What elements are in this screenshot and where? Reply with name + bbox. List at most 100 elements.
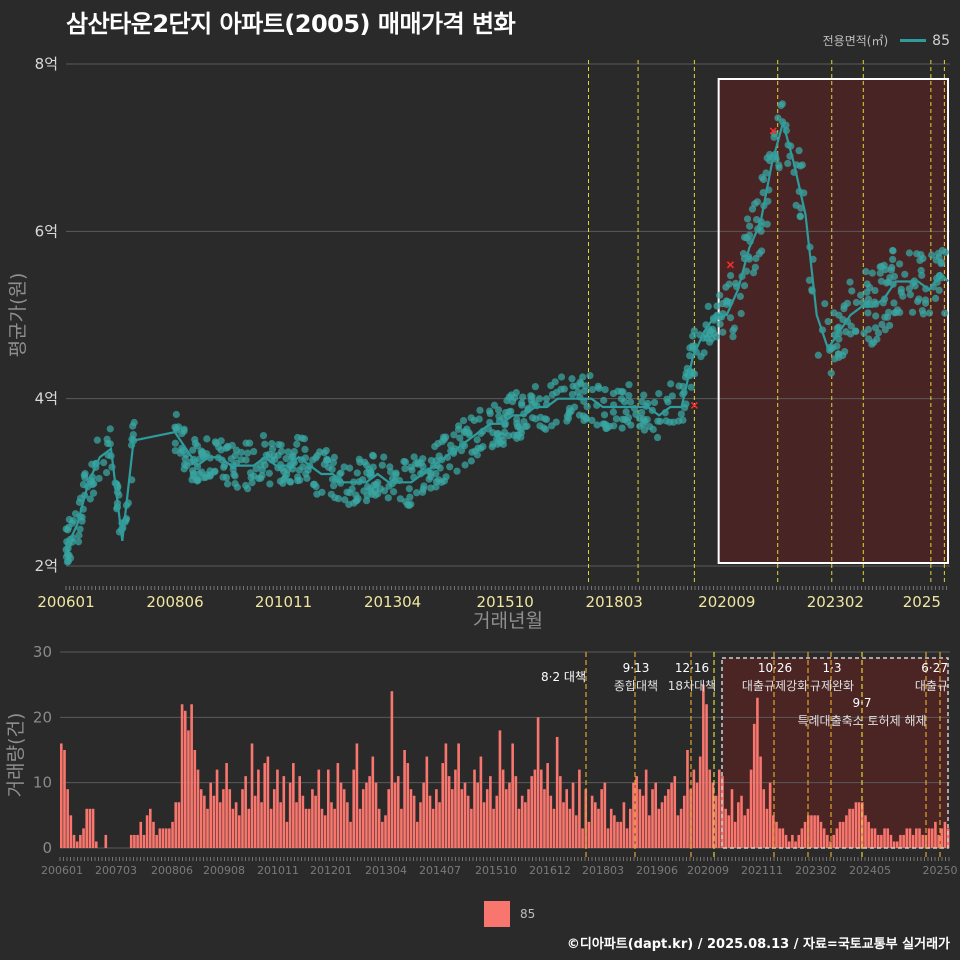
volume-bar — [438, 802, 441, 848]
price-point — [609, 408, 617, 416]
price-point — [517, 429, 526, 437]
volume-bar — [892, 841, 896, 848]
volume-bar — [603, 782, 607, 848]
volume-bar — [492, 808, 495, 848]
volume-bar — [606, 828, 610, 848]
price-point — [536, 422, 544, 430]
volume-bar — [164, 828, 168, 848]
price-point — [753, 198, 762, 206]
price-point — [519, 393, 527, 401]
volume-bar — [679, 808, 683, 848]
volume-bar — [571, 782, 575, 848]
price-point — [567, 407, 575, 415]
price-point — [353, 469, 361, 477]
volume-bar — [552, 808, 556, 848]
volume-bar — [816, 815, 820, 848]
volume-bar — [559, 776, 562, 848]
price-point — [434, 439, 442, 448]
volume-bar — [717, 769, 721, 848]
price-point — [71, 510, 80, 518]
volume-bar — [177, 802, 181, 848]
top-legend: 전용면적(㎡) 85 — [823, 32, 950, 49]
volume-bar — [203, 795, 206, 848]
volume-bar — [60, 743, 63, 848]
price-point — [860, 329, 868, 337]
price-point — [300, 435, 309, 443]
price-point — [593, 421, 601, 429]
volume-bar — [861, 802, 864, 848]
price-point — [852, 298, 861, 307]
price-point — [190, 470, 198, 478]
volume-bar — [536, 717, 540, 848]
volume-bar — [489, 776, 492, 848]
volume-bar — [441, 763, 445, 848]
volume-bar — [476, 782, 479, 848]
volume-bar — [79, 834, 82, 848]
price-point — [876, 263, 884, 271]
volume-bar — [422, 782, 425, 848]
volume-bar — [800, 828, 804, 848]
volume-bar — [435, 789, 438, 848]
policy-name: 대출규제강화 — [742, 679, 808, 693]
price-point — [217, 437, 225, 445]
volume-bar — [317, 769, 321, 848]
price-point — [568, 390, 577, 399]
volume-bar — [924, 834, 928, 848]
price-point — [600, 411, 609, 419]
price-point — [625, 391, 633, 400]
x-tick-label: 202302 — [807, 593, 864, 611]
x-tick-label: 201304 — [364, 593, 421, 611]
price-point — [380, 453, 388, 461]
volume-bar — [387, 789, 390, 848]
price-point — [74, 538, 83, 546]
price-point — [679, 416, 687, 424]
y-tick-label: 8억 — [35, 55, 58, 73]
volume-bar — [905, 828, 909, 848]
price-point — [360, 487, 368, 495]
volume-bar — [803, 821, 807, 848]
volume-bar — [75, 841, 79, 848]
volume-bar — [168, 828, 171, 848]
price-point — [518, 401, 526, 409]
volume-bar — [384, 815, 387, 848]
price-point — [864, 309, 872, 317]
volume-bar — [260, 802, 263, 848]
price-point — [798, 161, 806, 169]
volume-bar — [94, 841, 98, 848]
price-point — [621, 415, 629, 424]
price-point — [625, 381, 633, 389]
cancelled-marker — [726, 261, 734, 269]
volume-bar — [752, 723, 756, 848]
volume-bar — [845, 815, 848, 848]
volume-bar — [377, 808, 381, 848]
volume-bar — [657, 808, 661, 848]
volume-bar — [902, 834, 905, 848]
price-point — [278, 447, 286, 455]
price-point — [873, 335, 881, 343]
volume-bar — [444, 743, 448, 848]
volume-bar — [174, 802, 178, 848]
volume-bar — [708, 769, 712, 848]
price-point — [762, 169, 770, 177]
price-point — [490, 401, 499, 409]
price-point — [901, 270, 909, 278]
volume-bar — [937, 834, 940, 848]
credit-text: ©디아파트(dapt.kr) / 2025.08.13 / 자료=국토교통부 실… — [566, 937, 950, 952]
price-point — [897, 285, 905, 293]
price-point — [440, 477, 448, 485]
volume-x-tick: 201803 — [582, 864, 624, 877]
price-point — [259, 432, 268, 440]
volume-bar — [253, 795, 257, 848]
volume-bar — [361, 789, 365, 848]
volume-bar — [641, 795, 645, 848]
volume-bar — [206, 808, 209, 848]
legend-bar-swatch — [484, 901, 510, 927]
x-tick-label: 200601 — [37, 593, 94, 611]
volume-bar — [301, 795, 305, 848]
price-point — [88, 480, 96, 489]
price-point — [716, 291, 724, 299]
price-point — [401, 458, 410, 466]
price-point — [638, 397, 646, 406]
volume-x-tick: 20250 — [923, 864, 958, 877]
volume-bar — [730, 789, 734, 848]
